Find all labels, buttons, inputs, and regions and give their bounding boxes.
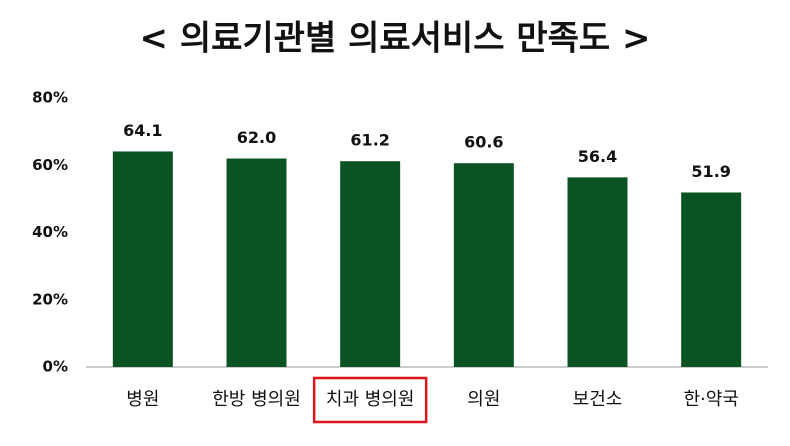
value-label: 51.9 <box>691 162 730 181</box>
value-label: 61.2 <box>350 131 389 150</box>
y-tick-label: 0% <box>43 358 68 376</box>
value-label: 60.6 <box>464 133 503 152</box>
chart-title: < 의료기관별 의료서비스 만족도 > <box>140 19 651 59</box>
value-label: 64.1 <box>123 121 162 140</box>
y-tick-label: 40% <box>32 223 68 241</box>
bar <box>567 177 628 367</box>
bar <box>681 192 742 367</box>
x-tick-label: 한·약국 <box>683 389 738 410</box>
x-tick-label: 병원 <box>126 389 159 410</box>
value-label: 62.0 <box>237 128 276 147</box>
highlight-box <box>312 376 428 424</box>
value-label: 56.4 <box>578 147 617 166</box>
bar <box>340 161 401 367</box>
bar <box>226 158 287 367</box>
y-tick-label: 60% <box>32 156 68 174</box>
x-tick-label: 치과 병의원 <box>326 389 415 410</box>
bar <box>112 151 173 367</box>
bar <box>453 163 514 367</box>
x-tick-label: 한방 병의원 <box>212 389 301 410</box>
y-tick-label: 20% <box>32 290 68 308</box>
x-tick-label: 보건소 <box>573 389 623 410</box>
y-tick-label: 80% <box>32 89 68 107</box>
x-tick-label: 의원 <box>467 389 500 410</box>
